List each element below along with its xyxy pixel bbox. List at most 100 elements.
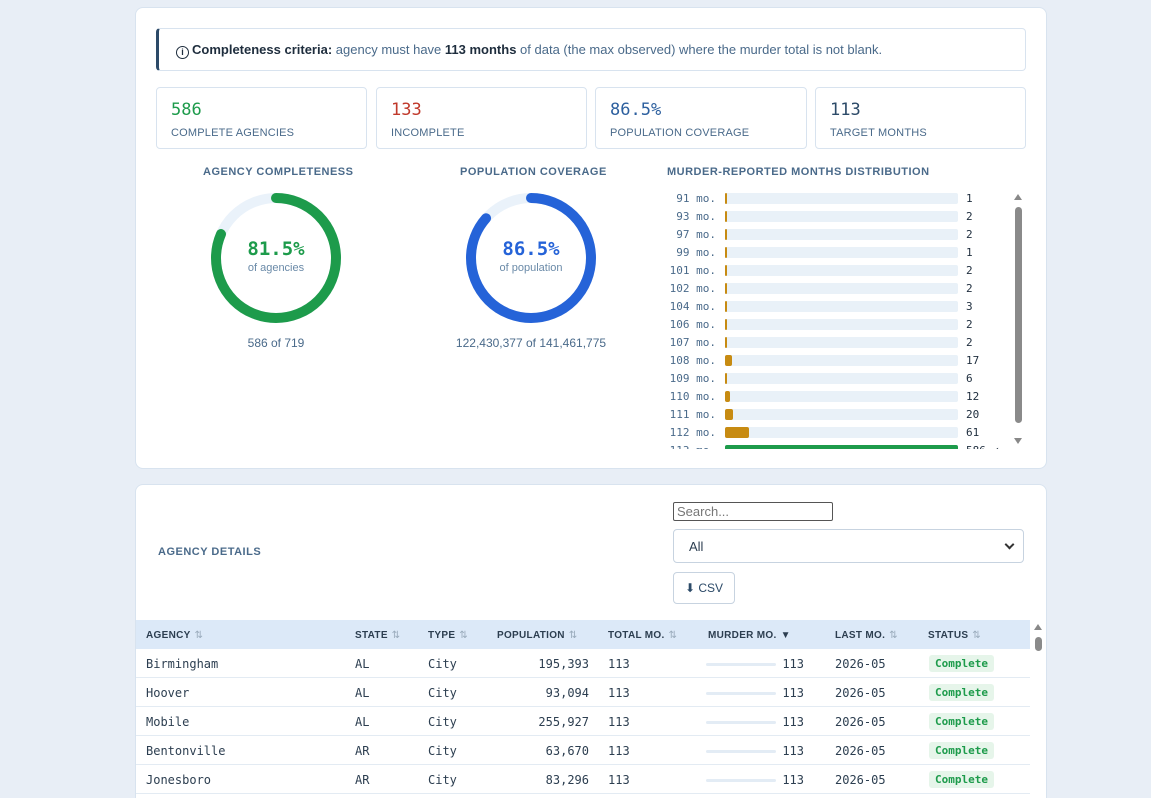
column-header-population[interactable]: POPULATION ⇅ [497, 630, 578, 641]
summary-panel: i Completeness criteria: agency must have… [135, 7, 1047, 469]
cell-murder-months: 113 [782, 715, 804, 729]
agency-completeness-title: AGENCY COMPLETENESS [203, 166, 354, 178]
cell-state: AR [355, 773, 370, 787]
table-row[interactable]: Bentonville AR City 63,670 113 113 2026-05 Comp… [136, 736, 1030, 765]
scroll-up-icon[interactable] [1014, 194, 1022, 200]
search-input[interactable] [673, 502, 833, 521]
distribution-bar [725, 301, 727, 312]
distribution-row: 106 mo. 2 [666, 315, 1011, 333]
cell-state: AR [355, 744, 370, 758]
column-header-agency[interactable]: AGENCY ⇅ [146, 630, 204, 641]
cell-type: City [428, 657, 457, 671]
cell-population: 83,296 [545, 773, 589, 787]
distribution-bar [725, 373, 727, 384]
cell-population: 255,927 [538, 715, 589, 729]
distribution-bar [725, 409, 733, 420]
distribution-row: 108 mo. 17 [666, 351, 1011, 369]
population-coverage-donut: 86.5% of population [461, 188, 601, 328]
distribution-bar-track [725, 391, 958, 402]
distribution-row-label: 109 mo. [669, 372, 716, 385]
table-row[interactable]: Mobile AL City 255,927 113 113 2026-05 Complete [136, 707, 1030, 736]
column-header-total-months[interactable]: TOTAL MO. ⇅ [608, 630, 678, 641]
sort-icon[interactable]: ⇅ [568, 630, 578, 641]
cell-population: 63,670 [545, 744, 589, 758]
table-row[interactable]: Birmingham AL City 195,393 113 113 2026-05 Comp… [136, 649, 1030, 678]
cell-agency: Hoover [146, 686, 190, 700]
cell-murder-months: 113 [782, 657, 804, 671]
status-badge: Complete [929, 742, 994, 759]
scroll-down-icon[interactable] [1014, 438, 1022, 444]
distribution-row-label: 91 mo. [676, 192, 716, 205]
distribution-row-label: 112 mo. [669, 426, 716, 439]
distribution-row-count: 61 [966, 426, 980, 439]
stat-label: TARGET MONTHS [830, 127, 927, 139]
status-filter-select[interactable]: All [673, 529, 1024, 563]
status-badge: Complete [929, 771, 994, 788]
cell-type: City [428, 715, 457, 729]
cell-type: City [428, 773, 457, 787]
cell-last-month: 2026-05 [835, 657, 886, 671]
criteria-label: Completeness criteria: [192, 42, 333, 57]
distribution-bar-track [725, 427, 958, 438]
cell-total-months: 113 [608, 686, 630, 700]
distribution-row-label: 99 mo. [676, 246, 716, 259]
scroll-up-icon[interactable] [1034, 624, 1042, 630]
murder-months-bar [706, 692, 776, 695]
stat-value: 113 [830, 100, 861, 120]
column-header-last-month[interactable]: LAST MO. ⇅ [835, 630, 898, 641]
sort-icon[interactable]: ⇅ [194, 630, 204, 641]
scrollbar-thumb[interactable] [1035, 637, 1042, 651]
cell-total-months: 113 [608, 744, 630, 758]
distribution-row-label: 106 mo. [669, 318, 716, 331]
table-scrollbar[interactable] [1032, 621, 1045, 798]
cell-type: City [428, 744, 457, 758]
distribution-row-count: 2 [966, 228, 973, 241]
distribution-bar [725, 355, 732, 366]
criteria-highlight: 113 months [444, 42, 517, 57]
distribution-row: 93 mo. 2 [666, 207, 1011, 225]
table-header: AGENCY ⇅ STATE ⇅ TYPE ⇅ POPULATION ⇅ TOTAL M… [136, 620, 1030, 649]
stat-card-coverage: 86.5% POPULATION COVERAGE [595, 87, 807, 149]
table-row[interactable]: Hoover AL City 93,094 113 113 2026-05 Complete [136, 678, 1030, 707]
table-row[interactable]: Jonesboro AR City 83,296 113 113 2026-05 Comple… [136, 765, 1030, 794]
sort-icon[interactable]: ⇅ [459, 630, 469, 641]
distribution-row: 91 mo. 1 [666, 189, 1011, 207]
sort-icon[interactable]: ⇅ [972, 630, 982, 641]
distribution-list[interactable]: 91 mo. 1 93 mo. 2 97 mo. 2 99 mo. 1 101 mo. 2 102 … [666, 189, 1011, 449]
info-icon: i [176, 46, 189, 59]
sort-icon[interactable]: ⇅ [391, 630, 401, 641]
sort-descending-icon[interactable]: ▼ [780, 630, 791, 641]
distribution-bar-track [725, 373, 958, 384]
distribution-row-label: 111 mo. [669, 408, 716, 421]
stat-value: 586 [171, 100, 202, 120]
chevron-down-icon [1004, 539, 1015, 550]
distribution-row: 99 mo. 1 [666, 243, 1011, 261]
distribution-bar [725, 247, 727, 258]
distribution-bar [725, 283, 727, 294]
stat-card-complete: 586 COMPLETE AGENCIES [156, 87, 367, 149]
export-csv-button[interactable]: ⬇ CSV [673, 572, 735, 604]
stat-label: INCOMPLETE [391, 127, 465, 139]
column-header-state[interactable]: STATE ⇅ [355, 630, 401, 641]
distribution-bar-track [725, 301, 958, 312]
distribution-scrollbar[interactable] [1012, 191, 1025, 447]
column-header-murder-months[interactable]: MURDER MO. ▼ [708, 630, 791, 641]
column-header-status[interactable]: STATUS ⇅ [928, 630, 982, 641]
cell-state: AL [355, 657, 370, 671]
donut-sublabel: of agencies [247, 262, 305, 274]
cell-state: AL [355, 686, 370, 700]
sort-icon[interactable]: ⇅ [889, 630, 898, 641]
murder-months-bar [706, 750, 776, 753]
distribution-row-label: 104 mo. [669, 300, 716, 313]
distribution-bar-track [725, 319, 958, 330]
cell-agency: Mobile [146, 715, 190, 729]
column-header-type[interactable]: TYPE ⇅ [428, 630, 469, 641]
distribution-row: 104 mo. 3 [666, 297, 1011, 315]
scrollbar-thumb[interactable] [1015, 207, 1022, 423]
distribution-bar-track [725, 283, 958, 294]
distribution-row: 97 mo. 2 [666, 225, 1011, 243]
cell-last-month: 2026-05 [835, 715, 886, 729]
cell-total-months: 113 [608, 657, 630, 671]
distribution-row: 107 mo. 2 [666, 333, 1011, 351]
sort-icon[interactable]: ⇅ [668, 630, 678, 641]
